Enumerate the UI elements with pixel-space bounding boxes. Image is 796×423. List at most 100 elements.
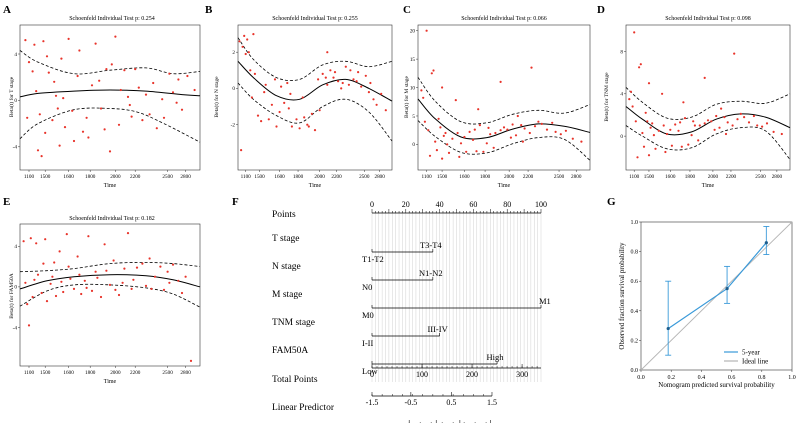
residual-point: [141, 262, 144, 265]
x-axis-label: Time: [104, 183, 117, 189]
residual-point: [22, 240, 25, 243]
residual-point: [54, 294, 58, 298]
residual-point: [31, 70, 34, 73]
residual-point: [473, 128, 476, 131]
x-tick-label: 1800: [480, 174, 491, 180]
residual-point: [384, 109, 387, 112]
legend-label-ideal: Ideal line: [742, 358, 768, 366]
x-tick-label: 2500: [755, 174, 766, 180]
residual-point: [123, 69, 126, 72]
residual-point: [713, 128, 716, 131]
residual-point: [42, 262, 45, 265]
x-tick-label: 1500: [40, 174, 51, 180]
smoothed-beta-curve: [19, 274, 201, 290]
residual-point: [244, 52, 247, 56]
residual-point: [171, 91, 175, 94]
residual-point: [674, 123, 677, 126]
plot-title: Schoenfeld Individual Test p: 0.066: [461, 15, 547, 22]
residual-point: [80, 292, 83, 296]
residual-point: [246, 38, 249, 41]
plot-frame: [19, 24, 201, 171]
residual-point: [44, 131, 47, 134]
lower-confidence-band: [625, 125, 791, 160]
residual-point: [687, 143, 690, 146]
residual-point: [193, 88, 196, 92]
points-tick-label: 60: [469, 200, 477, 209]
residual-point: [38, 113, 41, 116]
residual-point: [40, 291, 43, 295]
residual-point: [250, 96, 253, 99]
residual-point: [326, 51, 329, 54]
residual-point: [551, 121, 554, 124]
residual-point: [253, 72, 256, 75]
y-tick-label: -4: [13, 325, 18, 331]
residual-point: [430, 72, 433, 75]
lower-confidence-band: [417, 120, 591, 161]
residual-point: [502, 126, 506, 129]
variable-high-label: T3-T4: [420, 240, 442, 250]
y-tick-label: 1.0: [631, 220, 639, 226]
residual-point: [647, 82, 651, 85]
residual-point: [458, 155, 461, 158]
residual-point: [756, 124, 759, 127]
nomogram-row-label: M stage: [272, 290, 302, 300]
residual-point: [78, 273, 81, 276]
residual-point: [144, 284, 148, 287]
residual-point: [71, 109, 74, 112]
residual-point: [58, 250, 61, 253]
panel-a-schoenfeld-t-stage: Schoenfeld Individual Test p: 0.254 Time B…: [8, 15, 201, 189]
residual-point: [36, 149, 40, 152]
residual-point: [380, 92, 383, 95]
residual-point: [83, 279, 86, 282]
residual-point: [511, 123, 514, 126]
residual-point: [559, 133, 562, 136]
plot-frame: [237, 24, 393, 171]
upper-confidence-band: [19, 50, 201, 75]
panel-label-a: A: [3, 4, 11, 16]
residual-point: [298, 127, 301, 130]
nomogram-row-label: FAM50A: [272, 346, 308, 356]
residual-point: [69, 277, 72, 280]
residual-point: [247, 51, 250, 54]
residual-point: [161, 98, 164, 101]
panel-d-schoenfeld-tnm-stage: Schoenfeld Individual Test p: 0.098 Time B…: [603, 15, 791, 189]
residual-point: [564, 129, 568, 132]
x-tick-label: 1100: [629, 174, 640, 180]
residual-point: [177, 78, 180, 81]
variable-low-label: Low: [362, 366, 378, 376]
residual-point: [634, 120, 637, 123]
residual-point: [489, 133, 492, 136]
residual-point: [664, 150, 667, 154]
residual-point: [313, 129, 317, 132]
x-axis-label: Time: [702, 183, 715, 189]
y-tick-label: 0: [14, 98, 17, 104]
residual-point: [117, 123, 121, 126]
residual-point: [724, 132, 728, 136]
x-axis-label: Time: [498, 183, 511, 189]
residual-point: [144, 93, 148, 96]
y-tick-label: 0: [14, 285, 17, 291]
residual-point: [463, 135, 466, 139]
residual-point: [341, 81, 344, 85]
residual-point: [710, 120, 713, 123]
residual-point: [108, 283, 112, 286]
residual-point: [428, 154, 432, 157]
residual-point: [42, 40, 45, 43]
residual-point: [780, 132, 783, 136]
x-tick-label: 2000: [110, 174, 121, 180]
plot-frame: [19, 223, 201, 367]
residual-point: [347, 83, 350, 86]
panel-label-g: G: [607, 196, 616, 208]
scale-tick-label: 0: [370, 370, 374, 379]
x-tick-label: 2200: [331, 174, 342, 180]
y-tick-label: 5: [412, 114, 415, 120]
residual-point: [241, 45, 244, 48]
y-tick-label: 0.6: [631, 279, 639, 285]
residual-point: [509, 136, 512, 139]
scale-tick-label: -1.5: [366, 398, 379, 407]
residual-point: [33, 43, 36, 46]
residual-point: [471, 138, 475, 141]
residual-point: [94, 270, 97, 273]
residual-point: [706, 119, 710, 122]
